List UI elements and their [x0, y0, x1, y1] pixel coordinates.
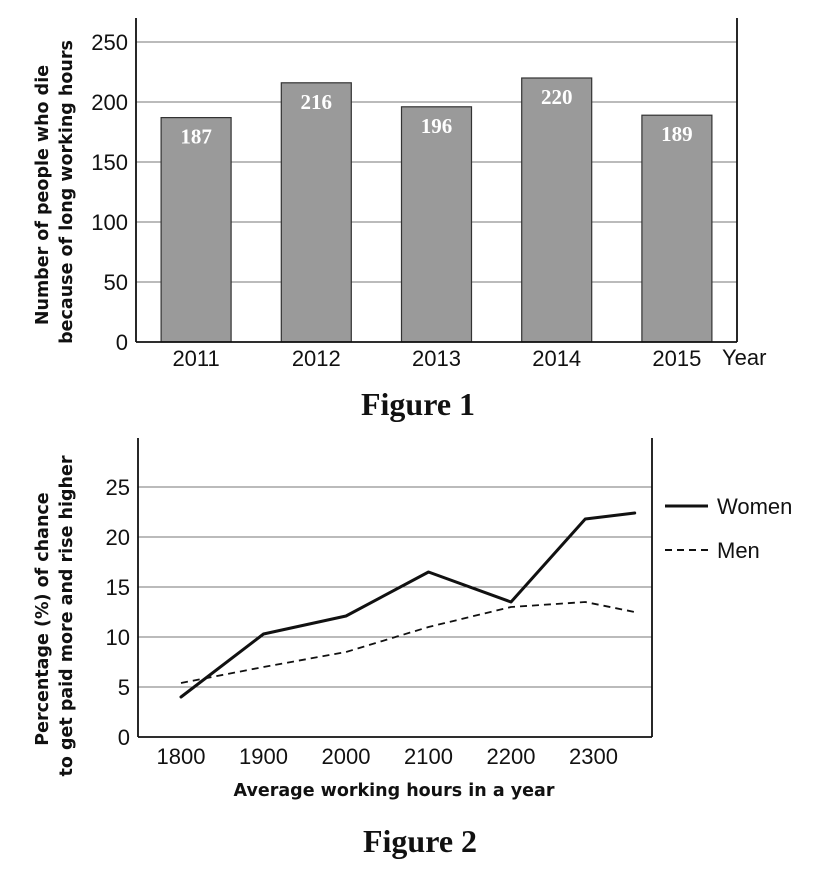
figure-1-bar-value-label: 196	[421, 114, 453, 138]
figure-1-x-tick-label: 2015	[652, 346, 701, 371]
figure-1-x-tick-label: 2011	[172, 346, 219, 371]
figure-1-bar-value-label: 189	[661, 122, 693, 146]
figure-1-y-tick-label: 150	[91, 150, 128, 175]
figure-2-series-women	[179, 511, 637, 699]
figure-1-bars: 187 216 196 220 189	[160, 77, 713, 343]
figure-2-legend: Women Men	[665, 494, 792, 563]
figure-2-x-tick-label: 2200	[487, 744, 536, 769]
figure-1-bar-2013	[400, 106, 473, 343]
figure-2-y-ticks: 0 5 10 15 20 25	[106, 475, 130, 750]
legend-men-label: Men	[717, 538, 760, 563]
figure-2-x-tick-label: 2000	[322, 744, 371, 769]
figure-1-bar-2012	[280, 82, 352, 343]
figure-1-y-axis-title-line-1: Number of people who die	[33, 65, 53, 325]
figure-2-x-tick-label: 1800	[157, 744, 206, 769]
figure-2-caption: Figure 2	[363, 823, 477, 859]
figure-2-y-axis-title-line-1: Percentage (%) of chance	[33, 492, 53, 746]
figure-1-y-tick-label: 50	[104, 270, 128, 295]
figure-1-bar-chart: 187 216 196 220 189 0 50 100 150 200 250 2011 2012…	[33, 18, 766, 422]
legend-women-label: Women	[717, 494, 792, 519]
figure-1-caption: Figure 1	[361, 386, 475, 422]
figure-1-bar-value-label: 220	[541, 85, 573, 109]
figure-2-line-chart: 0 5 10 15 20 25 1800 1900 2000 2100 2200 2300 Aver…	[33, 438, 792, 859]
figure-1-bar-value-label: 187	[180, 125, 212, 149]
figure-2-x-tick-label: 2100	[404, 744, 453, 769]
figure-2-y-tick-label: 15	[106, 575, 130, 600]
figure-2-series-lines	[179, 511, 637, 699]
figure-1-y-axis-title: Number of people who die because of long…	[33, 40, 77, 344]
figure-1-y-tick-label: 0	[116, 330, 128, 355]
figure-2-y-tick-label: 25	[106, 475, 130, 500]
figure-1-x-tick-label: 2013	[412, 346, 461, 371]
figure-1-x-tick-label: 2014	[532, 346, 581, 371]
figure-1-y-axis-title-line-2: because of long working hours	[57, 40, 77, 344]
figure-1-y-tick-label: 200	[91, 90, 128, 115]
figure-2-y-tick-label: 10	[106, 625, 130, 650]
figure-1-x-ticks: 2011 2012 2013 2014 2015	[172, 346, 701, 371]
figure-2-x-axis-title: Average working hours in a year	[234, 781, 555, 801]
figure-1-axes	[135, 18, 738, 343]
figure-2-y-axis-title-line-2: to get paid more and rise higher	[57, 455, 77, 776]
figure-1-y-ticks: 0 50 100 150 200 250	[91, 30, 128, 355]
figure-1-bar-2014	[521, 77, 593, 343]
figure-1-bar-2015	[641, 114, 713, 343]
figure-2-y-tick-label: 20	[106, 525, 130, 550]
figure-1-bar-2011	[160, 116, 232, 343]
figure-1-x-unit-label: Year	[722, 345, 766, 370]
figure-2-y-tick-label: 0	[118, 725, 130, 750]
figure-2-y-tick-label: 5	[118, 675, 130, 700]
figure-1-x-tick-label: 2012	[292, 346, 341, 371]
figure-2-y-axis-title: Percentage (%) of chance to get paid mor…	[33, 455, 77, 776]
figure-1-y-tick-label: 250	[91, 30, 128, 55]
figure-1-y-tick-label: 100	[91, 210, 128, 235]
figure-2-x-tick-label: 1900	[239, 744, 288, 769]
figure-2-axes	[137, 438, 653, 738]
figure-1-bar-value-label: 216	[301, 90, 333, 114]
figure-2-x-ticks: 1800 1900 2000 2100 2200 2300	[157, 744, 618, 769]
figure-2-x-tick-label: 2300	[569, 744, 618, 769]
figure-2-series-men	[180, 601, 635, 684]
figure-2-gridlines	[138, 486, 652, 688]
